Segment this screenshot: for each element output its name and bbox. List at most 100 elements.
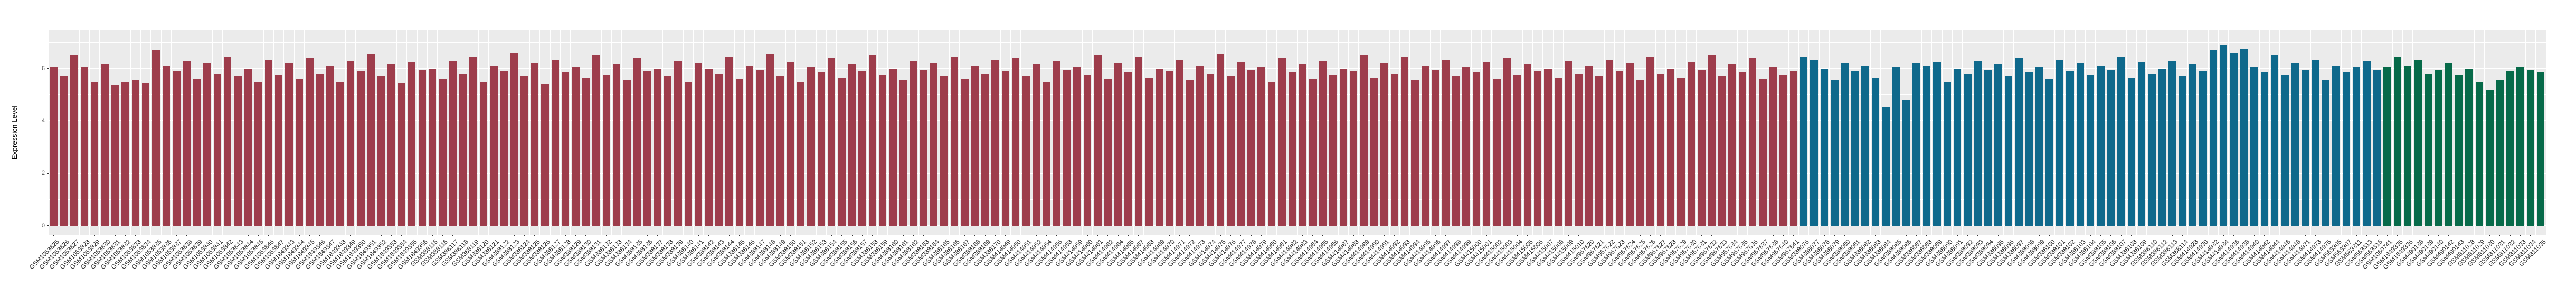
vertical-gridline <box>867 30 868 235</box>
bar <box>623 80 631 226</box>
bar <box>2516 67 2524 226</box>
bar <box>183 61 191 226</box>
bar <box>1585 65 1593 226</box>
bar <box>1922 65 1931 226</box>
bar <box>1616 71 1624 226</box>
bar <box>1237 62 1245 226</box>
x-tick-mark <box>1998 235 1999 236</box>
vertical-gridline <box>621 30 622 235</box>
bar <box>2076 63 2084 226</box>
x-tick-mark <box>1036 235 1037 236</box>
vertical-gridline <box>529 30 530 235</box>
bar <box>285 63 293 226</box>
bar <box>418 70 426 226</box>
bar <box>1943 81 1951 226</box>
x-tick-mark <box>94 235 95 236</box>
vertical-gridline <box>2402 30 2403 235</box>
x-tick-mark <box>708 235 709 236</box>
bar <box>1073 67 1081 226</box>
bar <box>572 67 580 226</box>
vertical-gridline <box>2187 30 2188 235</box>
x-tick-mark <box>1486 235 1487 236</box>
vertical-gridline <box>345 30 346 235</box>
bar <box>2117 56 2125 226</box>
x-tick-mark <box>2509 235 2511 236</box>
x-tick-mark <box>1251 235 1252 236</box>
bar <box>1196 65 1204 226</box>
x-tick-mark <box>2376 235 2378 236</box>
bar <box>2465 68 2473 226</box>
vertical-gridline <box>2351 30 2352 235</box>
bar <box>2015 58 2023 226</box>
bar <box>254 81 262 226</box>
x-tick-mark <box>1875 235 1876 236</box>
bar <box>1001 71 1010 226</box>
bar <box>1493 79 1501 226</box>
bar <box>490 65 498 226</box>
bar <box>2312 59 2319 226</box>
bar <box>725 56 733 226</box>
x-tick-mark <box>2253 235 2255 236</box>
bar <box>1022 76 1030 226</box>
vertical-gridline <box>1225 30 1226 235</box>
major-gridline <box>49 225 2546 226</box>
x-tick-mark <box>248 235 249 236</box>
bar <box>1063 70 1071 226</box>
x-tick-mark <box>452 235 453 236</box>
vertical-gridline <box>89 30 90 235</box>
major-gridline <box>49 120 2546 121</box>
x-tick-mark <box>1312 235 1313 236</box>
x-tick-mark <box>1568 235 1569 236</box>
x-tick-mark <box>1916 235 1917 236</box>
bar <box>234 76 242 226</box>
bar <box>1124 72 1132 226</box>
x-tick-mark <box>1824 235 1825 236</box>
vertical-gridline <box>693 30 694 235</box>
vertical-gridline <box>1491 30 1492 235</box>
bar <box>326 65 334 226</box>
y-tick-label: 0 <box>41 222 45 229</box>
x-tick-mark <box>1056 235 1057 236</box>
bar <box>2302 70 2309 226</box>
x-tick-mark <box>258 235 259 236</box>
vertical-gridline <box>1696 30 1697 235</box>
minor-gridline <box>49 199 2546 200</box>
vertical-gridline <box>2525 30 2526 235</box>
vertical-gridline <box>99 30 100 235</box>
vertical-gridline <box>2392 30 2393 235</box>
bar <box>387 64 395 226</box>
bar <box>1319 61 1327 226</box>
bar <box>2230 53 2238 226</box>
bar <box>1472 72 1480 226</box>
bar <box>1360 55 1368 226</box>
bar <box>1933 62 1941 226</box>
bar <box>1186 80 1194 226</box>
vertical-gridline <box>283 30 285 235</box>
bar <box>1400 56 1409 226</box>
x-tick-mark <box>1640 235 1641 236</box>
vertical-gridline <box>734 30 735 235</box>
vertical-gridline <box>406 30 408 235</box>
vertical-gridline <box>263 30 264 235</box>
x-tick-mark <box>1384 235 1385 236</box>
vertical-gridline <box>1143 30 1144 235</box>
bar <box>2066 71 2074 226</box>
bar <box>1165 71 1173 226</box>
bar <box>397 83 406 226</box>
vertical-gridline <box>437 30 438 235</box>
bar <box>2004 76 2013 226</box>
x-tick-mark <box>381 235 382 236</box>
x-tick-mark <box>1578 235 1579 236</box>
y-tick-label: 4 <box>41 118 45 125</box>
x-tick-mark <box>2356 235 2357 236</box>
x-tick-mark <box>1117 235 1119 236</box>
bar <box>60 76 68 226</box>
vertical-gridline <box>2218 30 2219 235</box>
bar <box>541 84 549 226</box>
bar <box>1483 62 1491 226</box>
bar <box>2271 55 2279 226</box>
bar <box>745 65 754 226</box>
major-gridline <box>49 68 2546 69</box>
x-tick-mark <box>606 235 607 236</box>
y-tick-mark <box>47 225 49 226</box>
